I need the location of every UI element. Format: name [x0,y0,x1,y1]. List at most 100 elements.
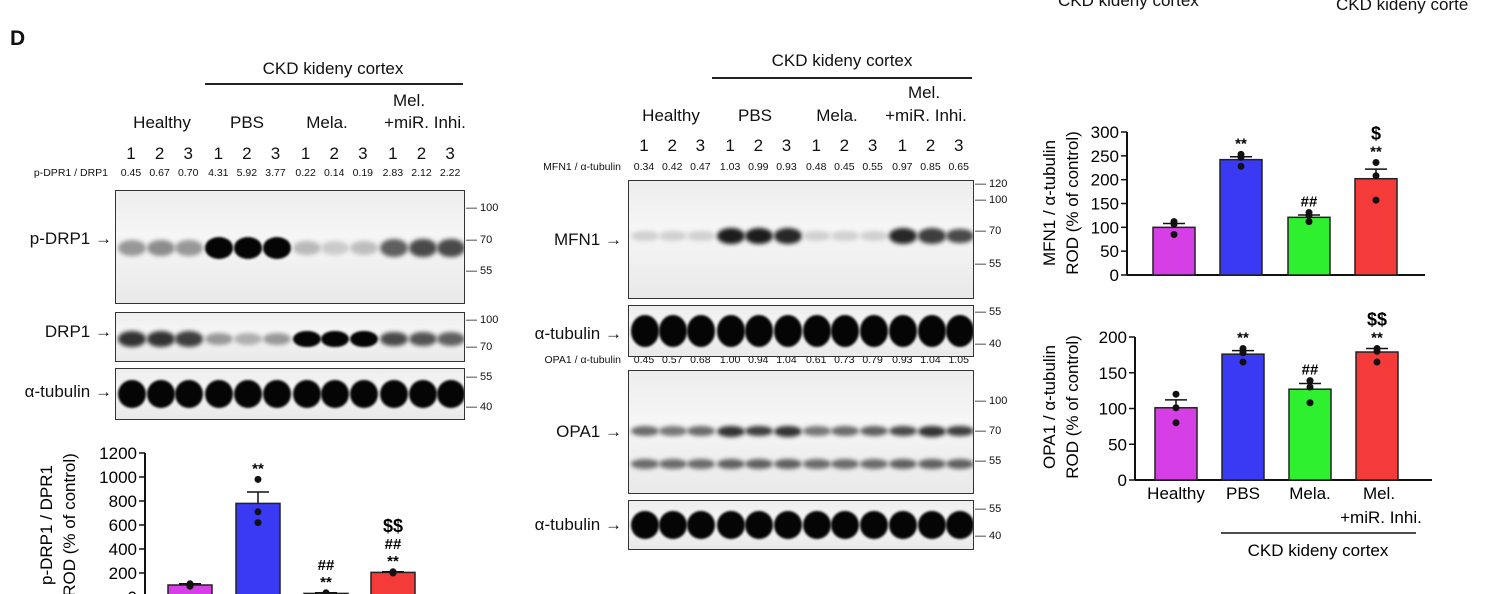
significance-mark: ** [1235,135,1247,152]
band [659,459,688,469]
mfn1-ratio-label: MFN1 / α-tubulin [543,161,621,173]
band [205,379,234,409]
ratio-value: 1.04 [920,354,941,366]
protein-label-p-drp1: p-DRP1 → [29,229,112,248]
band [437,379,464,409]
band [773,459,802,469]
band [262,332,291,346]
mw-marker: — 100 [975,194,1008,206]
bar-2 [1221,353,1265,481]
lane-number: 2 [329,144,339,163]
mw-marker: — 55 [975,306,1002,318]
p-drp1-blot [115,190,465,304]
data-point [254,475,262,483]
y-axis-label: OPA1 / α-tubulin [1040,345,1059,469]
band [292,379,321,409]
data-point [1373,347,1381,355]
ratio-value: 0.45 [633,354,655,366]
data-point [1305,211,1313,219]
data-point [1239,349,1247,357]
band [175,331,204,347]
mw-marker: — 55 [466,265,493,277]
left-group-healthy: Healthy [133,113,191,132]
mw-marker: — 70 [975,425,1002,437]
band [659,315,688,347]
band [205,237,234,259]
band [889,510,918,540]
band [379,379,408,409]
band [773,228,802,244]
y-tick-label: 100 [1099,400,1127,419]
ratio-value: 0.99 [748,161,769,173]
data-point [1372,196,1380,204]
y-tick-label: 600 [109,516,137,535]
band [205,332,234,346]
band [262,379,291,409]
mw-marker: — 70 [466,341,493,353]
ratio-value: 1.00 [719,354,741,366]
panel-label: D [10,27,26,50]
bar-3 [1287,216,1331,276]
data-point [1372,172,1380,180]
data-point [186,582,194,590]
y-tick-label: 100 [1091,218,1119,237]
ratio-value: 0.61 [805,354,827,366]
band [773,425,802,437]
lane-number: 3 [445,144,455,163]
band [745,425,774,437]
data-point [322,590,330,594]
left-group-pbs: PBS [229,113,265,132]
band [631,459,659,469]
band [321,241,350,255]
mw-marker: — 100 [975,395,1008,407]
lane-number: 2 [416,144,427,163]
band [831,426,860,436]
lane-number: 3 [695,136,706,155]
band [831,230,860,242]
lane-number: 2 [154,144,165,163]
band [233,333,262,345]
band [408,331,437,347]
tubulin-blot-mid2 [628,500,974,550]
protein-label-opa1: OPA1 → [556,422,622,441]
data-point [1372,159,1380,167]
band [408,379,437,409]
significance-mark: ** [387,553,399,570]
ratio-value: 0.55 [862,161,883,173]
mw-marker: — 55 [466,371,493,383]
band [889,425,918,437]
significance-mark: ** [1371,329,1383,346]
middle-group-mel: Mel. [907,83,941,102]
lane-number: 3 [183,144,193,163]
y-axis-label: ROD (% of control) [1063,335,1082,479]
lane-number: 1 [725,136,735,155]
band [889,315,918,347]
mw-marker: — 100 [466,202,499,214]
band [917,228,946,244]
band [745,459,774,469]
data-point [1239,358,1247,366]
bar-4 [1355,351,1399,481]
band [717,227,746,245]
band [745,510,774,540]
ratio-value: 0.42 [661,161,683,173]
band [831,459,860,469]
x-tick-label: +miR. Inhi. [1340,508,1422,527]
band [233,237,262,259]
protein-label-drp1: DRP1 → [44,322,112,341]
lane-number: 1 [388,144,398,163]
band [831,510,860,540]
ratio-value: 0.47 [690,161,711,173]
band [659,426,688,436]
left-group-underline [205,83,463,85]
ratio-value: 0.45 [834,161,855,173]
band [803,459,832,469]
band [917,425,946,437]
ratio-value: 1.03 [719,161,741,173]
band [803,230,832,242]
band [803,315,832,347]
y-tick-label: 50 [1108,435,1127,454]
left-group-header: CKD kideny cortex [262,59,404,78]
ratio-value: 0.97 [892,161,913,173]
